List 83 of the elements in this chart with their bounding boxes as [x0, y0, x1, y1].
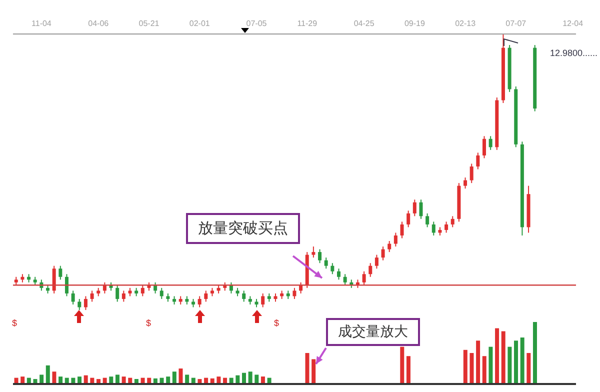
x-tick-label: 05-21 [138, 19, 160, 28]
candlestick [292, 287, 296, 300]
bar [501, 331, 506, 384]
annotation: $ [12, 318, 18, 328]
annotation: $ [274, 318, 280, 328]
candlestick [426, 212, 430, 228]
bar [526, 353, 531, 384]
bar [514, 340, 518, 384]
x-tick-label: 07-07 [506, 19, 527, 28]
bar [400, 346, 404, 384]
candlestick [337, 268, 340, 280]
x-tick-label: 12-04 [562, 19, 584, 28]
candlestick [368, 262, 372, 278]
candlestick [58, 265, 62, 280]
x-tick-label: 07-05 [246, 19, 268, 28]
x-tick-label: 11-04 [32, 19, 52, 28]
candlestick [90, 290, 94, 302]
bar [463, 350, 468, 384]
bar [488, 346, 493, 384]
candlestick [78, 298, 82, 310]
bar [520, 338, 524, 384]
bar [178, 368, 183, 384]
candlestick [412, 199, 416, 217]
candlestick [160, 287, 164, 300]
x-tick-label: 11-29 [297, 19, 318, 28]
candlestick [406, 210, 410, 228]
bar [312, 359, 316, 384]
candlestick [482, 136, 486, 159]
bar [532, 322, 537, 384]
candlestick [52, 265, 56, 294]
candlestick [140, 284, 144, 297]
candlestick [388, 240, 392, 253]
bar [46, 365, 50, 384]
bar [482, 356, 486, 384]
candlestick [71, 290, 75, 305]
candlestick [122, 290, 126, 302]
bar [248, 372, 252, 384]
x-tick-label: 09-19 [404, 19, 426, 28]
candlestick [394, 232, 398, 248]
candlestick [374, 254, 378, 270]
candlestick [330, 262, 334, 275]
bar [470, 353, 474, 384]
candlestick [198, 296, 202, 308]
bar [254, 374, 259, 384]
bar [115, 374, 120, 384]
candlestick [419, 199, 423, 220]
annotation: 成交量放大 [326, 318, 420, 346]
candlestick [64, 274, 68, 297]
candlestick [464, 177, 468, 190]
candlestick [476, 152, 480, 170]
candlestick [432, 221, 436, 236]
x-tick-label: 04-06 [88, 19, 110, 28]
candlestick [362, 270, 366, 286]
bar [476, 340, 480, 384]
annotation: 12.9800...... [550, 48, 598, 58]
candlestick [318, 248, 322, 264]
candlestick [324, 257, 328, 270]
candlestick [400, 221, 404, 239]
candlestick [488, 136, 492, 150]
bar [40, 374, 44, 384]
candlestick [116, 284, 120, 302]
candlestick [381, 246, 385, 261]
bar [305, 353, 310, 384]
candlestick [204, 290, 208, 302]
bar [185, 374, 190, 384]
bar [406, 356, 410, 384]
candlestick [242, 290, 246, 302]
candlestick [444, 221, 448, 234]
bar [495, 328, 500, 384]
x-tick-label: 02-13 [455, 19, 476, 28]
candlestick [84, 296, 88, 310]
annotation: 放量突破买点 [186, 213, 300, 244]
candlestick [450, 216, 454, 228]
x-tick-label: 02-01 [189, 19, 210, 28]
candlestick [261, 292, 265, 308]
candlestick [343, 274, 347, 286]
annotation: $ [146, 318, 152, 328]
candlestick [470, 163, 474, 184]
bar [172, 372, 176, 384]
bar [508, 346, 512, 384]
bar [52, 372, 56, 384]
candlestick [312, 246, 316, 258]
x-tick-label: 04-25 [354, 19, 375, 28]
